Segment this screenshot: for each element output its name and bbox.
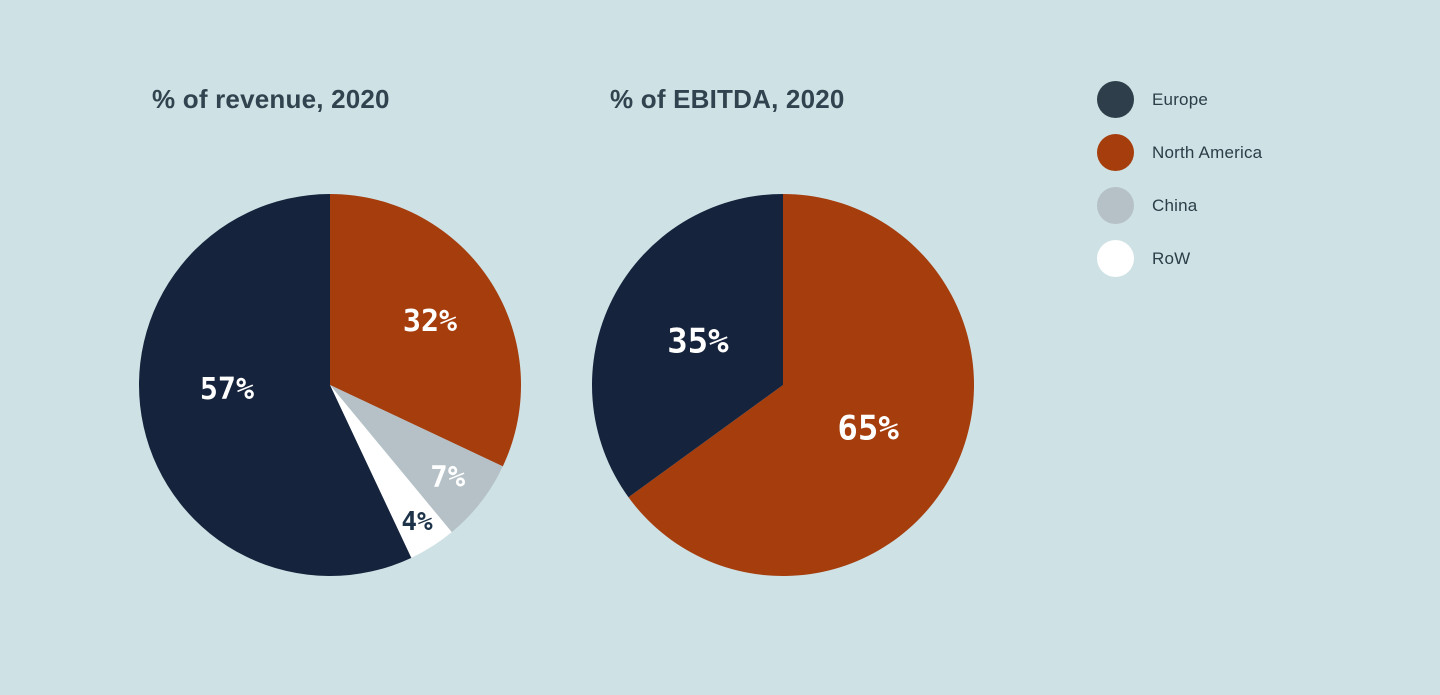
- legend-item-north-america: North America: [1097, 134, 1262, 171]
- ebitda-chart-title: % of EBITDA, 2020: [610, 84, 845, 114]
- legend-item-china: China: [1097, 187, 1262, 224]
- pie-slice-china: [330, 385, 503, 533]
- pie-slice-label-north-america: 32%: [403, 304, 457, 339]
- ebitda-pie-chart: 65% 35%: [592, 194, 974, 576]
- pie-slice-north-america: [628, 194, 974, 576]
- pie-slice-europe: [139, 194, 412, 576]
- pie-slice-europe: [592, 194, 783, 498]
- legend-label-row: RoW: [1152, 248, 1191, 268]
- legend: Europe North America China RoW: [1097, 81, 1262, 293]
- pie-slice-row: [330, 385, 452, 558]
- legend-label-north-america: North America: [1152, 142, 1263, 162]
- revenue-chart-title: % of revenue, 2020: [152, 84, 390, 114]
- legend-label-europe: Europe: [1152, 89, 1209, 109]
- pie-slice-north-america: [330, 194, 521, 467]
- legend-swatch-north-america: [1097, 134, 1134, 171]
- pie-slice-label-china: 7%: [430, 459, 465, 493]
- revenue-pie-chart: 32% 7% 4% 57%: [139, 194, 521, 576]
- pie-slice-label-europe: 57%: [200, 372, 254, 407]
- pie-slice-label-row: 4%: [401, 507, 433, 537]
- pie-slice-label-europe: 35%: [667, 322, 729, 362]
- legend-swatch-china: [1097, 187, 1134, 224]
- legend-swatch-row: [1097, 240, 1134, 277]
- legend-swatch-europe: [1097, 81, 1134, 118]
- pie-slice-label-north-america: 65%: [837, 408, 899, 448]
- legend-label-china: China: [1152, 195, 1198, 215]
- legend-item-row: RoW: [1097, 240, 1262, 277]
- legend-item-europe: Europe: [1097, 81, 1262, 118]
